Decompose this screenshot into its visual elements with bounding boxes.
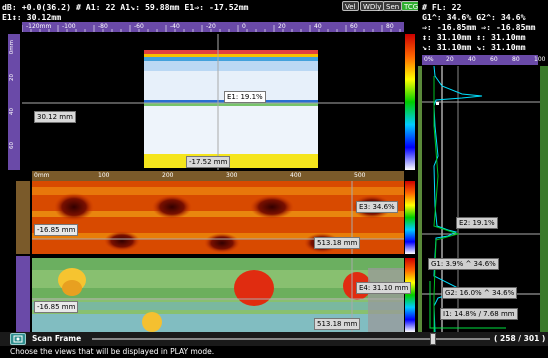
ruler-tick-label: -80 xyxy=(98,23,108,30)
focal-law-readout: # FL: 22 xyxy=(422,2,462,12)
ruler-tick-label: -40 xyxy=(170,23,180,30)
ruler-tick-label: 40 xyxy=(468,56,476,63)
ruler-tick-label: -60 xyxy=(134,23,144,30)
depth-tick: 40 xyxy=(9,108,15,115)
bscan-image xyxy=(22,34,404,170)
ascan-right-strip xyxy=(540,66,548,332)
ruler-tick-label: 100 xyxy=(534,56,546,63)
frame-counter: ( 258 / 301 ) xyxy=(494,334,546,343)
ruler-tick-label: 80 xyxy=(512,56,520,63)
sen-button[interactable]: Sen xyxy=(383,1,403,11)
wdly-button[interactable]: WDly xyxy=(360,1,385,11)
cscan2-color-palette xyxy=(405,258,415,332)
bscan-color-palette xyxy=(405,34,415,170)
readings-line-1: dB: +0.0(36.2) # A1: 22 A1↘: 59.88mm E1⇒… xyxy=(2,2,249,12)
play-mode-icon[interactable] xyxy=(10,333,26,345)
ascan-g2-label: G2: 16.0% ^ 34.6% xyxy=(442,287,518,299)
ruler-tick-label: 100 xyxy=(98,172,110,179)
depth-tick: 0mm xyxy=(9,40,15,55)
scan-frame-slider-thumb[interactable] xyxy=(430,333,437,345)
cscan2-scan-cursor-label: 513.18 mm xyxy=(314,318,361,330)
scan-frame-slider-track[interactable] xyxy=(92,333,490,345)
ruler-tick-label: -120mm xyxy=(26,23,52,30)
vel-button[interactable]: Vel xyxy=(342,1,359,11)
cscan-amplitude-image xyxy=(32,181,404,254)
ascan-panel[interactable]: # FL: 22 G1^: 34.6% G2^: 34.6% ⇒: -16.85… xyxy=(418,0,548,332)
ruler-tick-label: 60 xyxy=(350,23,358,30)
ascan-g1-label: G1: 3.9% ^ 34.6% xyxy=(428,258,499,270)
cscan-amplitude-view[interactable]: 0mm 100 200 300 400 500 -16.85 mm E3: 34.6% 5… xyxy=(0,171,420,254)
cscan-echo-label: E3: 34.6% xyxy=(356,201,398,213)
ruler-tick-label: 60 xyxy=(490,56,498,63)
cscan-index-ruler xyxy=(16,181,30,254)
ruler-tick-label: 500 xyxy=(354,172,366,179)
ruler-tick-label: 20 xyxy=(446,56,454,63)
ruler-tick-label: -20 xyxy=(206,23,216,30)
cscan-scan-cursor-label: 513.18 mm xyxy=(314,237,361,249)
gate-amplitude-readout: G1^: 34.6% G2^: 34.6% xyxy=(422,12,526,22)
depth-tick: 20 xyxy=(9,74,15,81)
ruler-tick-label: 80 xyxy=(386,23,394,30)
cscan2-index-cursor-label: -16.85 mm xyxy=(34,301,79,313)
status-bar: dB: +0.0(36.2) # A1: 22 A1↘: 59.88mm E1⇒… xyxy=(0,0,422,26)
ascan-e2-label: E2: 19.1% xyxy=(456,217,498,229)
bscan-view[interactable]: -120mm -100 -80 -60 -40 -20 0 20 40 60 80 0mm 20 4… xyxy=(0,22,420,170)
gate-path-readout: ↘: 31.10mm ↘: 31.10mm xyxy=(422,42,526,52)
ruler-tick-label: 20 xyxy=(278,23,286,30)
cscan2-index-ruler xyxy=(16,256,30,332)
ruler-tick-label: 0mm xyxy=(34,172,50,179)
help-hint: Choose the views that will be displayed … xyxy=(0,346,548,358)
ruler-tick-label: -100 xyxy=(62,23,76,30)
ascan-amplitude-ruler: 0% 20 40 60 80 100 xyxy=(422,55,545,65)
ruler-tick-label: 300 xyxy=(226,172,238,179)
cscan-thickness-view[interactable]: -16.85 mm E4: 31.10 mm 513.18 mm xyxy=(0,256,420,332)
ruler-tick-label: 200 xyxy=(162,172,174,179)
scan-frame-label: Scan Frame xyxy=(32,334,82,343)
depth-tick: 60 xyxy=(9,142,15,149)
bscan-index-cursor-label: -17.52 mm xyxy=(186,156,231,168)
ruler-tick-label: 400 xyxy=(290,172,302,179)
bscan-depth-cursor-label: 30.12 mm xyxy=(34,111,76,123)
gate-depth-readout: ↕: 31.10mm ↕: 31.10mm xyxy=(422,32,526,42)
cscan-color-palette xyxy=(405,181,415,254)
cscan-index-cursor-label: -16.85 mm xyxy=(34,224,79,236)
ascan-depth-strip xyxy=(418,66,422,332)
cscan-scan-ruler: 0mm 100 200 300 400 500 xyxy=(32,171,404,181)
bscan-index-ruler: -120mm -100 -80 -60 -40 -20 0 20 40 60 80 xyxy=(22,22,404,32)
cscan2-echo-label: E4: 31.10 mm xyxy=(356,282,412,294)
ascan-i1-label: I1: 14.8% / 7.68 mm xyxy=(440,308,518,320)
bscan-echo-label: E1: 19.1% xyxy=(224,91,266,103)
gate-index-readout: ⇒: -16.85mm ⇒: -16.85mm xyxy=(422,22,536,32)
ruler-tick-label: 0% xyxy=(424,56,434,63)
ruler-tick-label: 0 xyxy=(242,23,246,30)
readings-line-2: E1↕: 30.12mm xyxy=(2,12,62,22)
bscan-depth-ruler: 0mm 20 40 60 xyxy=(8,34,20,170)
scan-frame-bar: Scan Frame ( 258 / 301 ) xyxy=(0,332,548,346)
ruler-tick-label: 40 xyxy=(314,23,322,30)
